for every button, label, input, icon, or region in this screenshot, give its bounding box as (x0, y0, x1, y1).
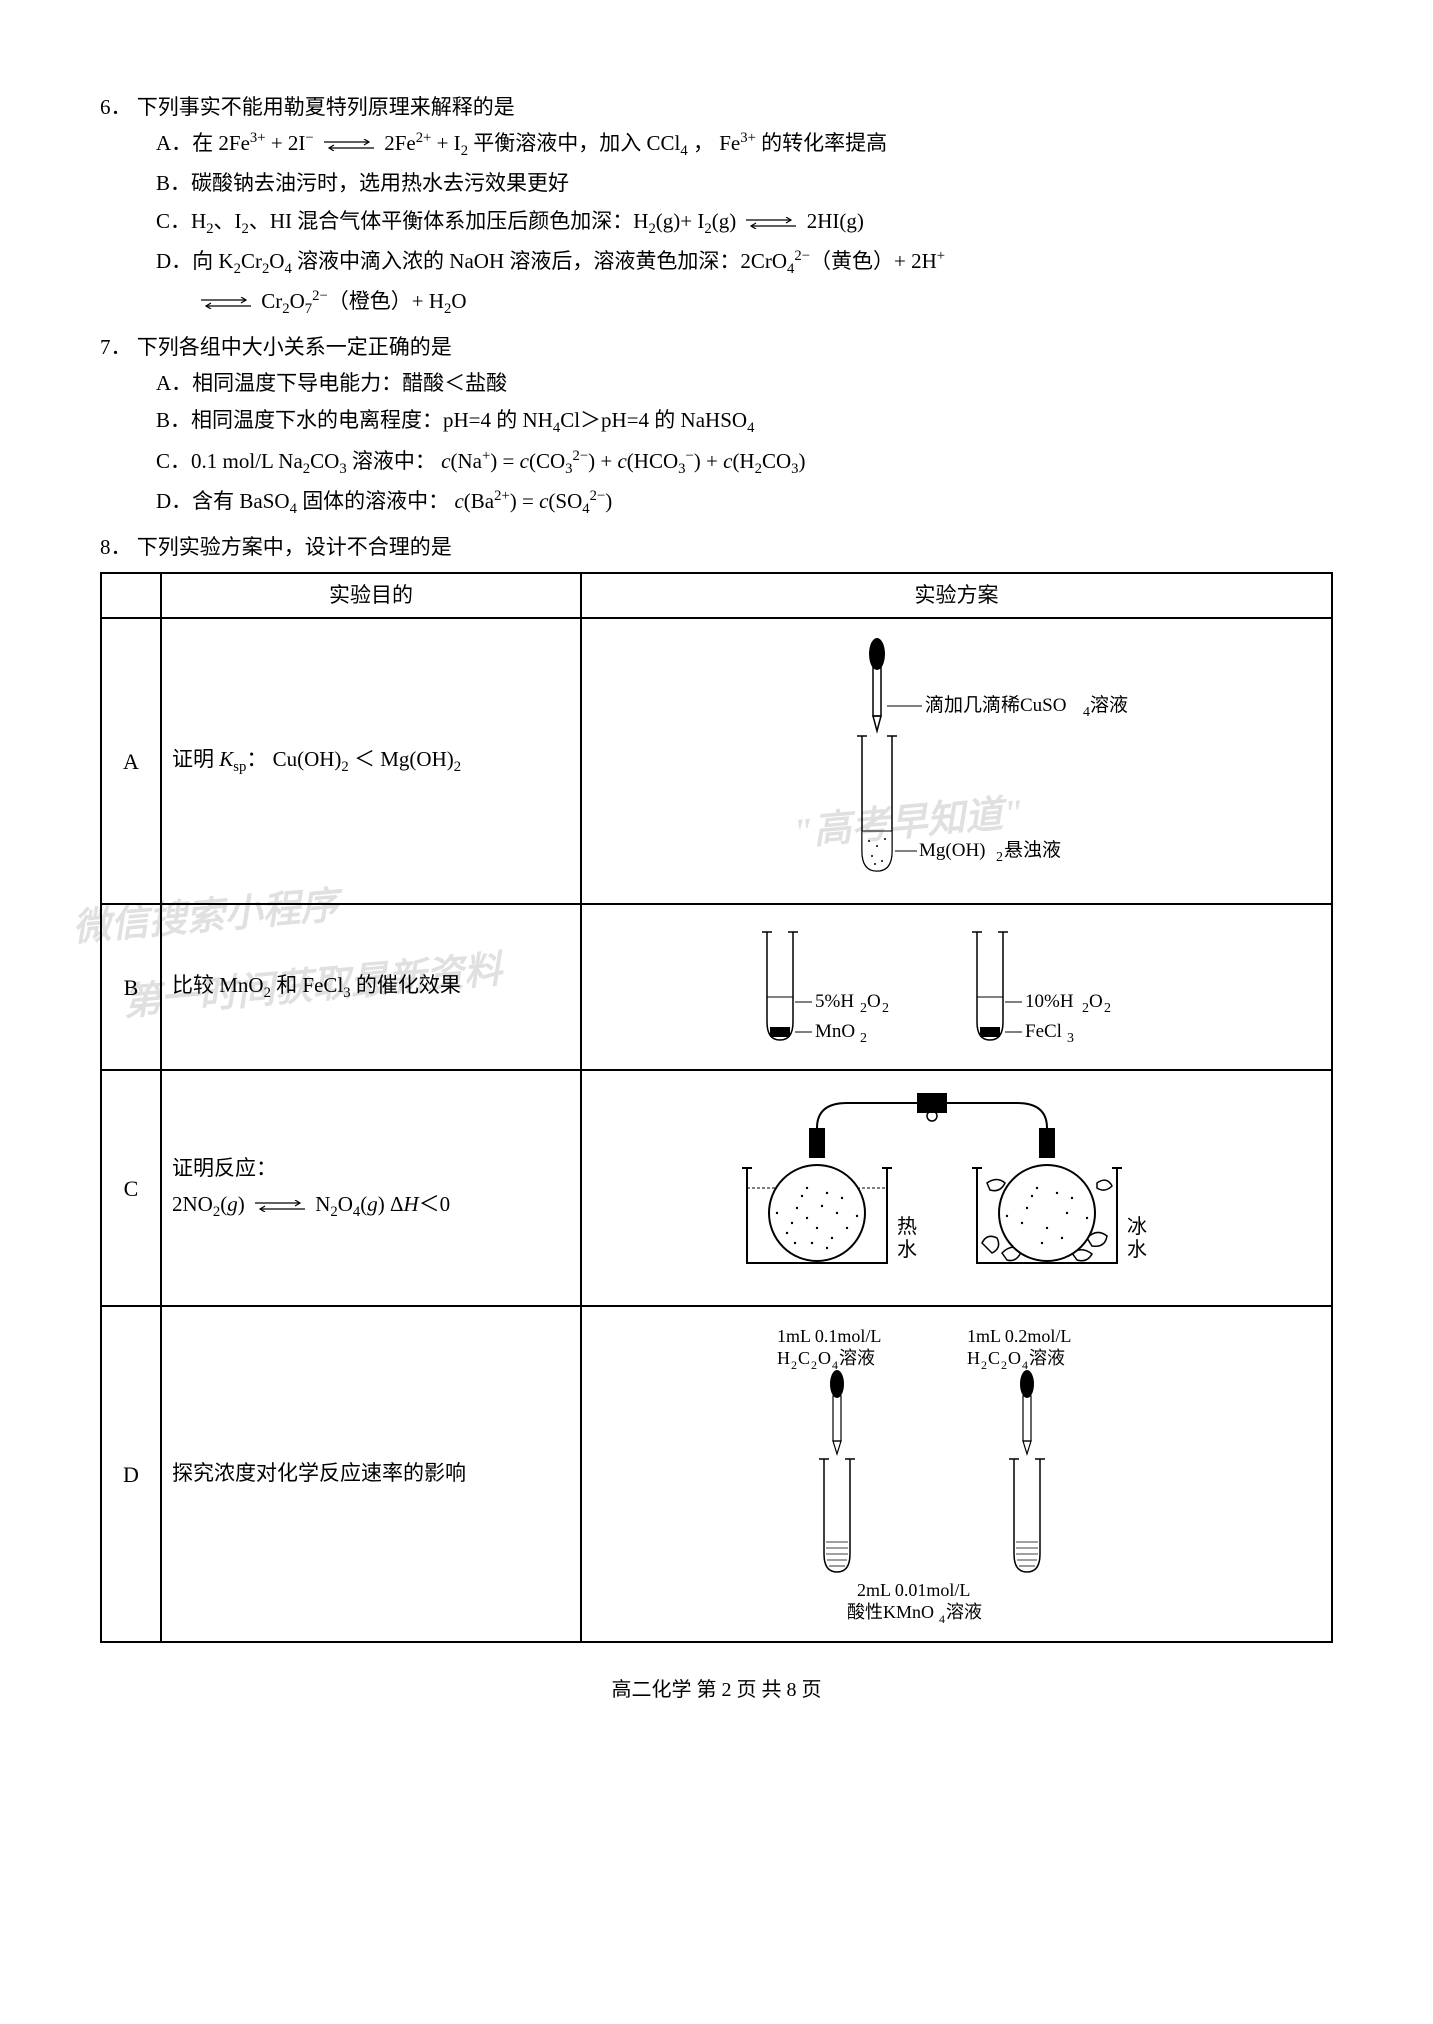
q7-stem: 下列各组中大小关系一定正确的是 (137, 335, 452, 359)
svg-text:4: 4 (832, 1358, 838, 1372)
row-c-line1: 证明反应： (172, 1151, 570, 1187)
svg-text:2: 2 (882, 1001, 889, 1016)
svg-text:Mg(OH): Mg(OH) (919, 840, 986, 861)
q7-optD: D．含有 BaSO4 固体的溶液中： c(Ba2+) = c(SO42−) (156, 484, 1333, 522)
svg-text:4: 4 (939, 1612, 945, 1624)
q7-optB: B．相同温度下水的电离程度：pH=4 的 NH4Cl＞pH=4 的 NaHSO4 (156, 403, 1333, 441)
svg-text:O: O (818, 1348, 831, 1368)
q7-optC: C．0.1 mol/L Na2CO3 溶液中： c(Na+) = c(CO32−… (156, 444, 1333, 482)
svg-text:O: O (1089, 991, 1103, 1012)
q6-optB: B．碳酸钠去油污时，选用热水去污效果更好 (156, 166, 1333, 202)
svg-text:O: O (1008, 1348, 1021, 1368)
question-7: 7． 下列各组中大小关系一定正确的是 A．相同温度下导电能力：醋酸＜盐酸 B．相… (100, 330, 1333, 522)
test-tube-dropper-icon: 滴加几滴稀CuSO 4 溶液 Mg(OH) (757, 636, 1157, 886)
row-d-label: D (101, 1306, 161, 1642)
svg-text:2: 2 (1001, 1358, 1007, 1372)
svg-text:水: 水 (1127, 1238, 1147, 1261)
diagram-d: 1mL 0.1mol/L H 2 C 2 O 4 溶液 1mL 0.2mol/L… (592, 1319, 1321, 1629)
svg-text:滴加几滴稀CuSO: 滴加几滴稀CuSO (925, 694, 1066, 716)
question-8: 8． 下列实验方案中，设计不合理的是 实验目的 实验方案 A 证明 Ksp： C… (100, 530, 1333, 1643)
table-row-b: B 比较 MnO2 和 FeCl3 的催化效果 微信搜索小程序 第一时间获取最新… (101, 904, 1332, 1070)
svg-text:2: 2 (860, 1031, 867, 1046)
q8-number: 8． (100, 535, 132, 559)
q6-optD-line2: Cr2O72−（橙色）+ H2O (196, 284, 1333, 322)
svg-text:悬浊液: 悬浊液 (1004, 839, 1061, 861)
header-scheme: 实验方案 (581, 573, 1332, 619)
svg-text:O: O (867, 991, 881, 1012)
svg-text:5%H: 5%H (815, 991, 854, 1012)
q7-optA: A．相同温度下导电能力：醋酸＜盐酸 (156, 366, 1333, 402)
connected-flasks-icon: 热 水 (707, 1088, 1207, 1288)
row-a-label: A (101, 618, 161, 904)
svg-text:1mL 0.2mol/L: 1mL 0.2mol/L (967, 1326, 1071, 1346)
q6-optD: D．向 K2Cr2O4 溶液中滴入浓的 NaOH 溶液后，溶液黄色加深：2CrO… (156, 244, 1333, 282)
svg-text:热: 热 (897, 1215, 917, 1238)
q7-number: 7． (100, 335, 132, 359)
svg-text:水: 水 (897, 1238, 917, 1261)
q6-stem: 下列事实不能用勒夏特列原理来解释的是 (137, 95, 515, 119)
svg-text:2: 2 (981, 1358, 987, 1372)
diagram-a: 滴加几滴稀CuSO 4 溶液 Mg(OH) (592, 631, 1321, 891)
svg-text:3: 3 (1067, 1031, 1074, 1046)
svg-text:冰: 冰 (1127, 1215, 1147, 1238)
svg-text:4: 4 (1022, 1358, 1028, 1372)
svg-text:H: H (967, 1348, 980, 1368)
svg-text:C: C (798, 1348, 810, 1368)
svg-text:FeCl: FeCl (1025, 1021, 1062, 1042)
svg-text:2: 2 (791, 1358, 797, 1372)
svg-text:溶液: 溶液 (946, 1602, 982, 1622)
row-b-purpose: 比较 MnO2 和 FeCl3 的催化效果 微信搜索小程序 第一时间获取最新资料 (161, 904, 581, 1070)
svg-text:2: 2 (1082, 1001, 1089, 1016)
svg-text:2: 2 (811, 1358, 817, 1372)
table-row-c: C 证明反应： 2NO2(g) N2O4(g) ΔH＜0 (101, 1070, 1332, 1306)
q6-number: 6． (100, 95, 132, 119)
row-a-purpose: 证明 Ksp： Cu(OH)2 ＜ Mg(OH)2 (161, 618, 581, 904)
question-6: 6． 下列事实不能用勒夏特列原理来解释的是 A．在 2Fe3+ + 2I− 2F… (100, 90, 1333, 322)
header-purpose: 实验目的 (161, 573, 581, 619)
svg-text:酸性KMnO: 酸性KMnO (847, 1602, 934, 1622)
two-droppers-tubes-icon: 1mL 0.1mol/L H 2 C 2 O 4 溶液 1mL 0.2mol/L… (717, 1324, 1197, 1624)
svg-text:H: H (777, 1348, 790, 1368)
svg-text:1mL 0.1mol/L: 1mL 0.1mol/L (777, 1326, 881, 1346)
q6-options: A．在 2Fe3+ + 2I− 2Fe2+ + I2 平衡溶液中，加入 CCl4… (156, 126, 1333, 322)
row-b-label: B (101, 904, 161, 1070)
diagram-c: 热 水 (592, 1083, 1321, 1293)
page-footer: 高二化学 第 2 页 共 8 页 (100, 1673, 1333, 1707)
q6-optA-prefix: A．在 2Fe3+ + 2I− 2Fe2+ + I2 平衡溶液中，加入 CCl4… (156, 131, 887, 155)
q6-optA: A．在 2Fe3+ + 2I− 2Fe2+ + I2 平衡溶液中，加入 CCl4… (156, 126, 1333, 164)
experiment-table: 实验目的 实验方案 A 证明 Ksp： Cu(OH)2 ＜ Mg(OH)2 (100, 572, 1333, 1644)
svg-text:C: C (988, 1348, 1000, 1368)
svg-text:2mL 0.01mol/L: 2mL 0.01mol/L (857, 1580, 970, 1600)
diagram-b: 5%H 2 O 2 MnO 2 (592, 917, 1321, 1057)
row-d-purpose: 探究浓度对化学反应速率的影响 (161, 1306, 581, 1642)
svg-text:2: 2 (996, 850, 1003, 865)
row-c-line2: 2NO2(g) N2O4(g) ΔH＜0 (172, 1187, 570, 1225)
svg-text:溶液: 溶液 (839, 1348, 875, 1368)
svg-text:4: 4 (1083, 705, 1090, 720)
svg-text:2: 2 (1104, 1001, 1111, 1016)
row-c-purpose: 证明反应： 2NO2(g) N2O4(g) ΔH＜0 (161, 1070, 581, 1306)
svg-text:2: 2 (860, 1001, 867, 1016)
svg-text:溶液: 溶液 (1090, 694, 1128, 716)
svg-text:10%H: 10%H (1025, 991, 1074, 1012)
q8-stem: 下列实验方案中，设计不合理的是 (137, 535, 452, 559)
q6-optC: C．H2、I2、HI 混合气体平衡体系加压后颜色加深：H2(g)+ I2(g) … (156, 204, 1333, 242)
svg-text:MnO: MnO (815, 1021, 855, 1042)
svg-text:溶液: 溶液 (1029, 1348, 1065, 1368)
table-row-d: D 探究浓度对化学反应速率的影响 1mL 0.1mol/L H 2 C 2 O … (101, 1306, 1332, 1642)
two-test-tubes-icon: 5%H 2 O 2 MnO 2 (727, 922, 1187, 1052)
q7-options: A．相同温度下导电能力：醋酸＜盐酸 B．相同温度下水的电离程度：pH=4 的 N… (156, 366, 1333, 522)
table-row-a: A 证明 Ksp： Cu(OH)2 ＜ Mg(OH)2 滴加几滴稀CuSO 4 (101, 618, 1332, 904)
row-c-label: C (101, 1070, 161, 1306)
